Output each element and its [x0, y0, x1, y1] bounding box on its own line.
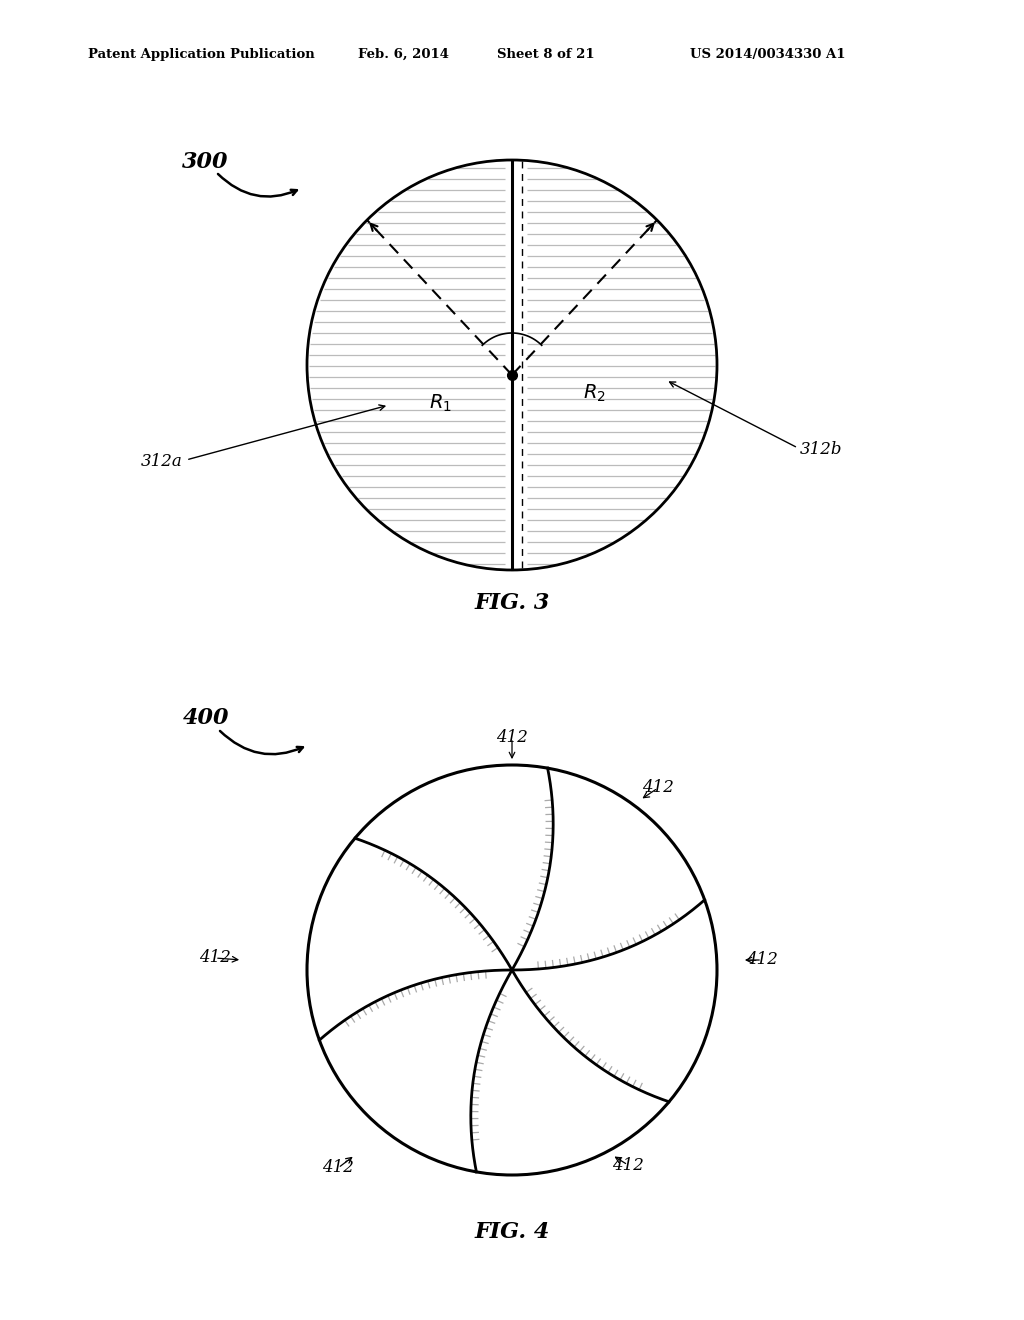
- Text: 312b: 312b: [800, 441, 843, 458]
- Text: 412: 412: [612, 1156, 644, 1173]
- Text: US 2014/0034330 A1: US 2014/0034330 A1: [690, 48, 846, 61]
- Text: Feb. 6, 2014: Feb. 6, 2014: [358, 48, 449, 61]
- Text: FIG. 4: FIG. 4: [474, 1221, 550, 1243]
- Text: 312a: 312a: [141, 454, 183, 470]
- Text: FIG. 3: FIG. 3: [474, 591, 550, 614]
- Text: 412: 412: [199, 949, 231, 966]
- Text: $R_1$: $R_1$: [428, 392, 452, 413]
- Text: 412: 412: [323, 1159, 354, 1176]
- Text: 412: 412: [642, 780, 674, 796]
- Text: 400: 400: [183, 708, 229, 729]
- Text: Patent Application Publication: Patent Application Publication: [88, 48, 314, 61]
- Text: Sheet 8 of 21: Sheet 8 of 21: [497, 48, 595, 61]
- Text: 300: 300: [182, 150, 228, 173]
- Text: 412: 412: [746, 952, 778, 969]
- Text: $R_2$: $R_2$: [583, 383, 605, 404]
- Text: 412: 412: [496, 730, 528, 747]
